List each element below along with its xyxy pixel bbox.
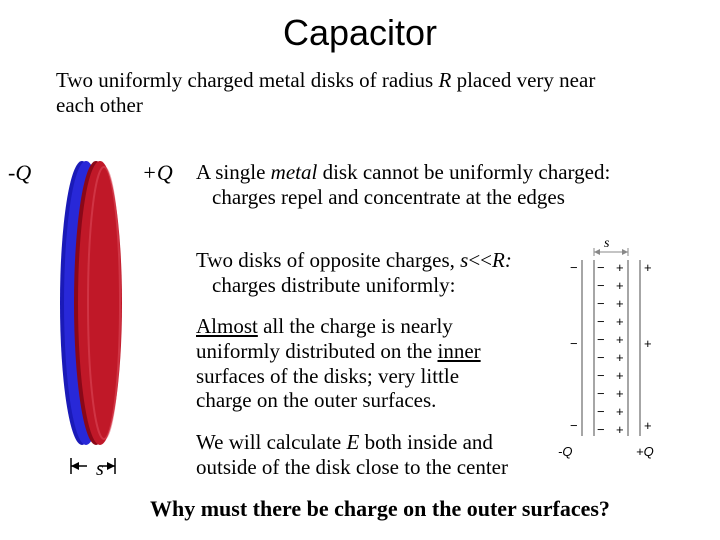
plus-q-label: +Q	[142, 160, 173, 186]
svg-text:+: +	[616, 350, 624, 365]
p4E: E	[347, 430, 360, 454]
p4-2: outside of the disk close to the center	[150, 455, 710, 480]
svg-text:−: −	[597, 278, 605, 293]
p1c: charges repel and concentrate at the edg…	[196, 185, 706, 210]
p3-4: charge on the outer surfaces.	[196, 388, 436, 412]
svg-text:+: +	[616, 260, 624, 275]
svg-text:+: +	[644, 418, 652, 433]
svg-text:−: −	[597, 332, 605, 347]
plate-cross-section-figure: − − − − − − − − − − − − − + + + + + + + + + + + + +	[548, 244, 688, 444]
svg-text:−: −	[597, 368, 605, 383]
p3-1b: all the charge is nearly	[258, 314, 453, 338]
svg-text:−: −	[597, 386, 605, 401]
svg-text:−: −	[570, 260, 578, 275]
svg-text:+: +	[616, 278, 624, 293]
p3-3: surfaces of the disks; very little	[196, 364, 459, 388]
svg-text:+: +	[644, 336, 652, 351]
p1-metal: metal	[271, 160, 318, 184]
svg-text:+: +	[616, 296, 624, 311]
question-text: Why must there be charge on the outer su…	[150, 496, 610, 522]
intro-part2: each other	[56, 93, 143, 117]
p3-almost: Almost	[196, 314, 258, 338]
p2b: charges distribute uniformly:	[196, 273, 546, 298]
s-dimension-label: s	[96, 458, 104, 481]
svg-text:−: −	[570, 336, 578, 351]
intro-part1: Two uniformly charged metal disks of rad…	[56, 68, 438, 92]
svg-text:−: −	[597, 422, 605, 437]
svg-text:+: +	[616, 332, 624, 347]
charge-distribution-text: Almost all the charge is nearly uniforml…	[196, 314, 536, 413]
p3-2: uniformly distributed on the	[196, 339, 437, 363]
p1b: disk cannot be uniformly charged:	[317, 160, 610, 184]
p2a: Two disks of opposite charges,	[196, 248, 460, 272]
svg-text:−: −	[597, 314, 605, 329]
p2R: R:	[492, 248, 512, 272]
plate-minus-q-label: -Q	[558, 444, 572, 459]
intro-text: Two uniformly charged metal disks of rad…	[0, 54, 720, 118]
svg-text:−: −	[570, 418, 578, 433]
minus-q-label: -Q	[8, 160, 31, 186]
svg-text:−: −	[597, 260, 605, 275]
two-disks-text: Two disks of opposite charges, s<<R: cha…	[196, 248, 546, 298]
p2cond: <<	[468, 248, 492, 272]
plate-plus-q-label: +Q	[636, 444, 654, 459]
svg-text:−: −	[597, 350, 605, 365]
svg-text:−: −	[597, 404, 605, 419]
svg-text:−: −	[597, 296, 605, 311]
s-dimension-arrows	[65, 454, 145, 478]
p1a: A single	[196, 160, 271, 184]
intro-R: R	[438, 68, 451, 92]
intro-part1b: placed very near	[451, 68, 595, 92]
single-disk-text: A single metal disk cannot be uniformly …	[196, 160, 706, 210]
p4a: We will calculate	[196, 430, 347, 454]
p3-inner: inner	[437, 339, 480, 363]
svg-text:+: +	[616, 386, 624, 401]
svg-text:+: +	[616, 422, 624, 437]
page-title: Capacitor	[0, 0, 720, 54]
svg-text:+: +	[616, 368, 624, 383]
svg-text:+: +	[616, 404, 624, 419]
capacitor-disks-figure	[46, 158, 146, 448]
svg-text:+: +	[616, 314, 624, 329]
svg-text:+: +	[644, 260, 652, 275]
p4b: both inside and	[359, 430, 493, 454]
